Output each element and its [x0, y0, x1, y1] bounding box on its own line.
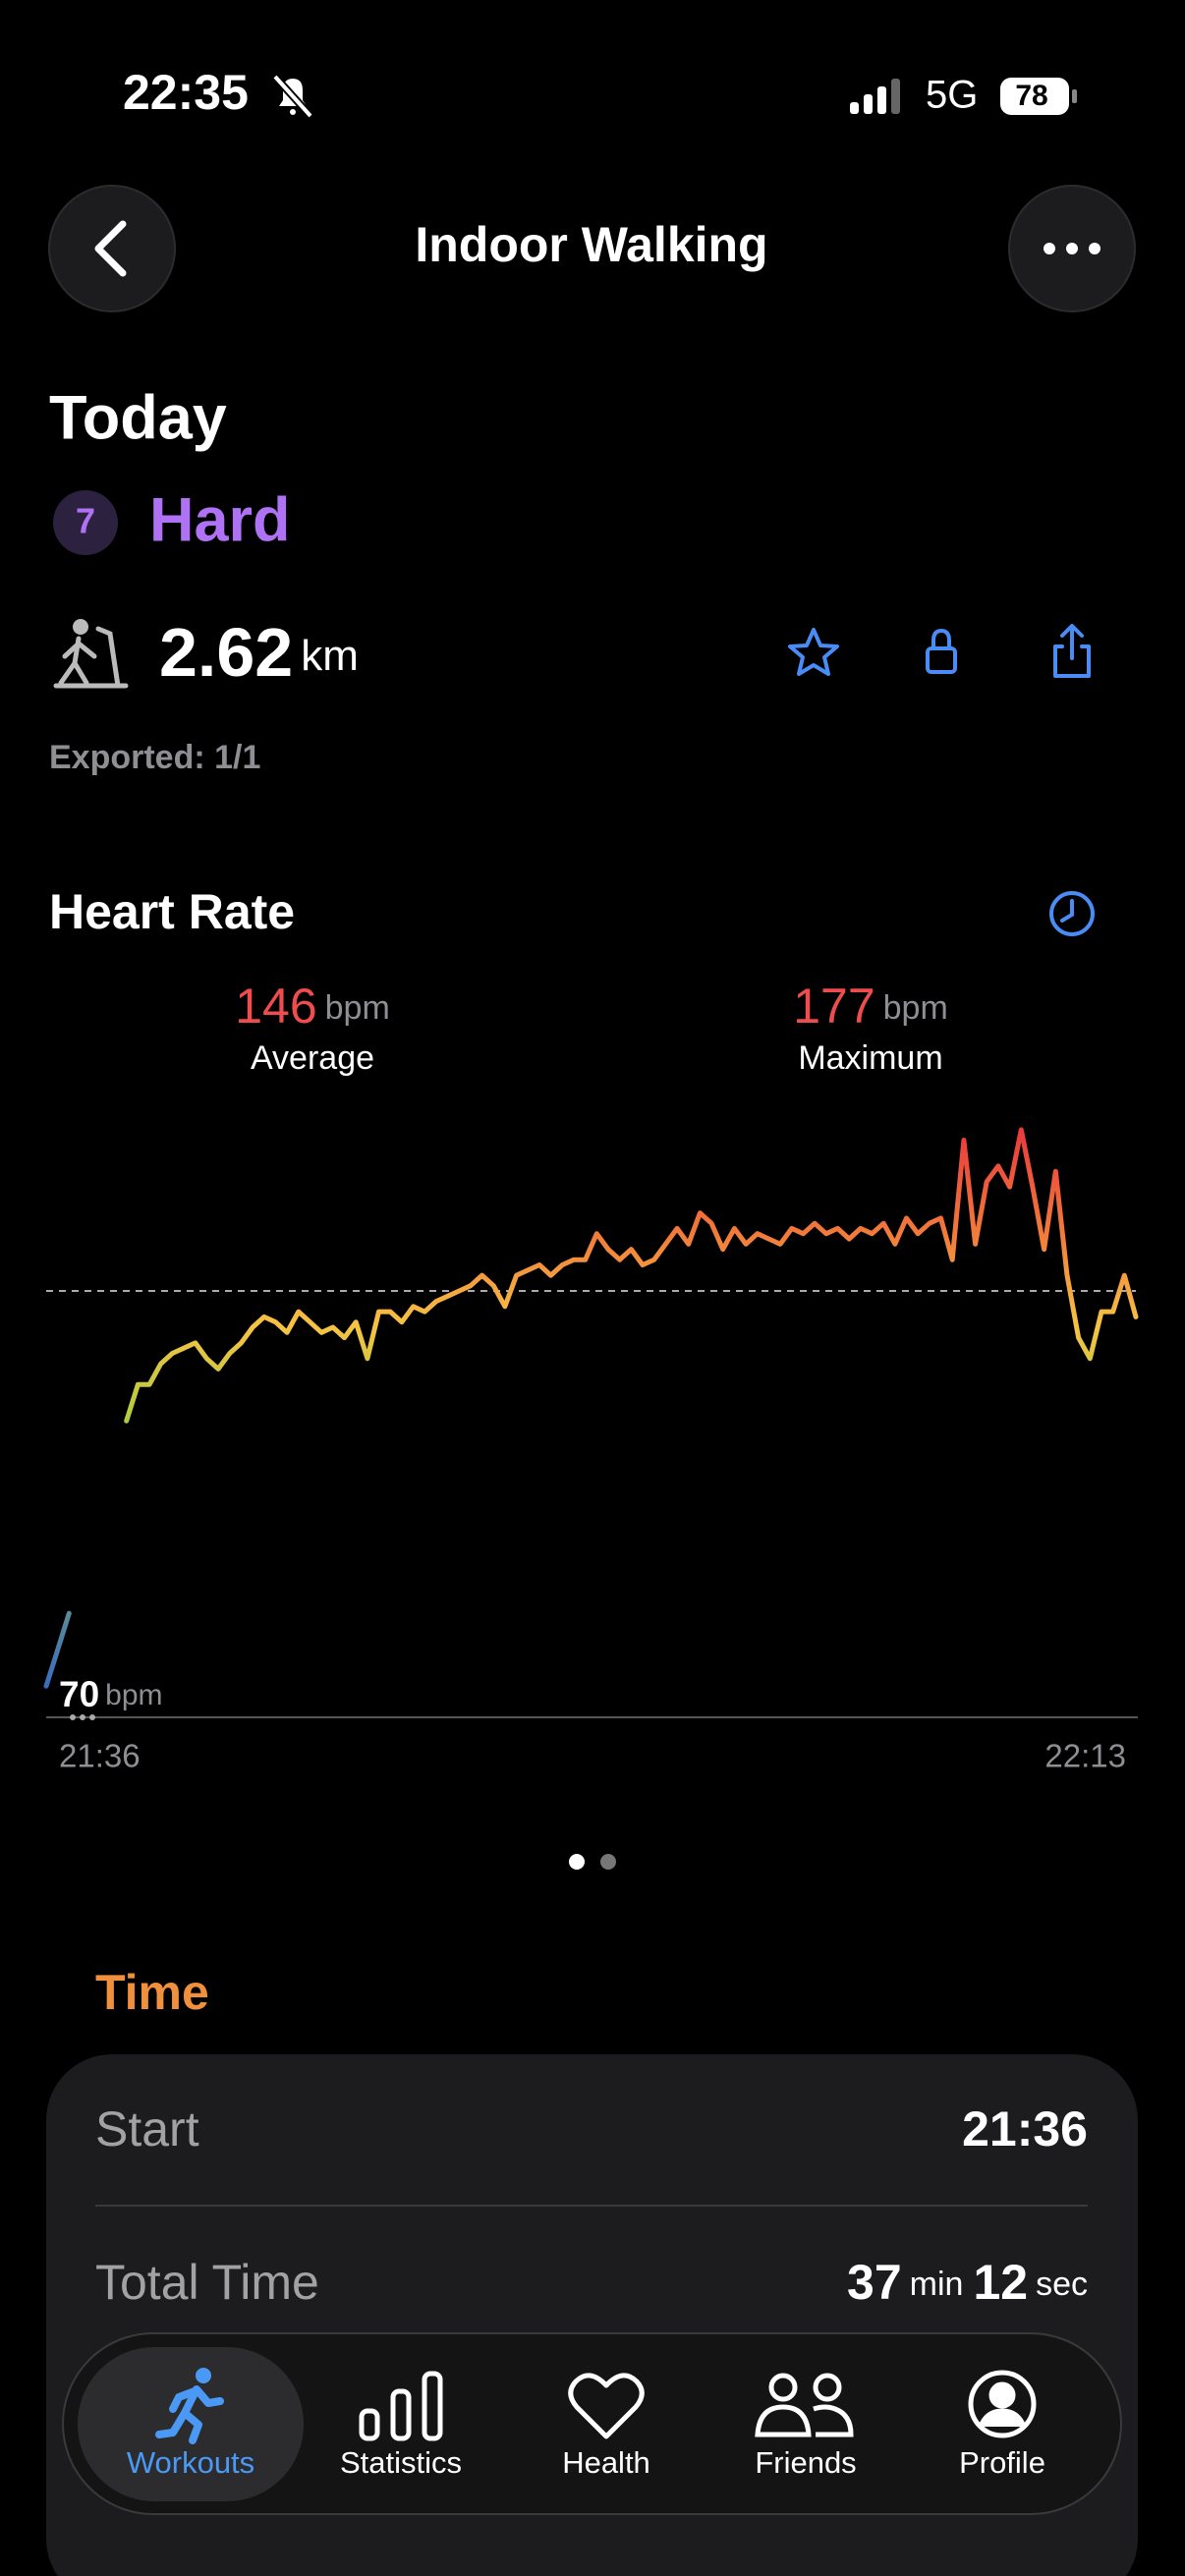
tab-statistics[interactable]: Statistics [340, 2371, 462, 2480]
effort-badge [53, 490, 118, 555]
total-time-value: 37 min 12 sec [847, 2255, 1088, 2310]
min-unit: bpm [105, 1679, 162, 1711]
heart-rate-line [43, 1127, 1139, 1689]
minutes: 37 [847, 2255, 902, 2310]
back-button[interactable] [48, 185, 176, 312]
treadmill-icon [53, 619, 129, 689]
average-label: Average [251, 1039, 374, 1077]
maximum-label: Maximum [798, 1039, 942, 1077]
back-icon [94, 220, 127, 277]
status-time: 22:35 [123, 65, 249, 120]
time-range-button[interactable] [1049, 891, 1095, 936]
minutes-unit: min [910, 2266, 964, 2303]
share-button[interactable] [1053, 624, 1091, 678]
tab-friends[interactable]: Friends [755, 2373, 857, 2480]
seconds: 12 [973, 2255, 1028, 2310]
maximum-heart-rate: 177 bpm [793, 979, 948, 1034]
min-value: 70 [59, 1674, 99, 1714]
more-icon [1044, 243, 1100, 254]
start-value: 21:36 [962, 2101, 1088, 2156]
battery-level: 78 [1015, 80, 1047, 112]
tab-label: Statistics [340, 2445, 462, 2480]
tab-selected [78, 2347, 304, 2501]
total-time-label: Total Time [95, 2255, 319, 2310]
effort-level: 7 [76, 501, 95, 541]
average-unit: bpm [325, 989, 390, 1027]
seconds-unit: sec [1036, 2266, 1088, 2303]
min-marker [70, 1714, 95, 1720]
distance-unit: km [301, 632, 359, 680]
heart-rate-chart: 21:36 22:13 [43, 1127, 1139, 1774]
average-heart-rate: 146 bpm [235, 979, 390, 1034]
tab-profile[interactable]: Profile [959, 2370, 1045, 2480]
tab-workouts[interactable]: Workouts [127, 2368, 254, 2480]
x-tick-label: 21:36 [59, 1738, 141, 1774]
signal-icon [850, 79, 900, 114]
header-title: Indoor Walking [415, 217, 767, 272]
tab-label: Friends [755, 2445, 856, 2480]
tab-label: Workouts [127, 2445, 254, 2480]
distance-value: 2.62 [159, 614, 293, 691]
time-section-title: Time [95, 1965, 209, 2020]
page-dot[interactable] [600, 1854, 616, 1870]
min-heart-rate: 70 bpm [59, 1674, 163, 1714]
tab-health[interactable]: Health [562, 2373, 650, 2480]
tab-label: Profile [959, 2445, 1045, 2480]
battery-body [1000, 78, 1069, 115]
effort-label: Hard [149, 486, 291, 555]
tab-label: Health [562, 2445, 650, 2480]
workouts-icon [155, 2368, 224, 2444]
mute-icon [272, 74, 313, 119]
friends-icon [755, 2373, 854, 2437]
distance: 2.62 km [159, 614, 359, 691]
workout-date: Today [49, 384, 227, 453]
profile-icon [968, 2370, 1037, 2438]
statistics-icon [359, 2371, 443, 2441]
start-label: Start [95, 2101, 199, 2156]
favorite-button[interactable] [788, 628, 839, 676]
network-type: 5G [926, 74, 978, 117]
export-status: Exported: 1/1 [49, 739, 260, 776]
page-dot-active[interactable] [569, 1854, 585, 1870]
average-value: 146 [235, 979, 316, 1034]
maximum-unit: bpm [883, 989, 948, 1027]
battery-cap [1072, 89, 1077, 103]
health-icon [568, 2373, 645, 2439]
maximum-value: 177 [793, 979, 875, 1034]
heart-rate-title: Heart Rate [49, 884, 295, 939]
lock-button[interactable] [926, 628, 957, 674]
x-tick-label: 22:13 [1044, 1738, 1126, 1774]
